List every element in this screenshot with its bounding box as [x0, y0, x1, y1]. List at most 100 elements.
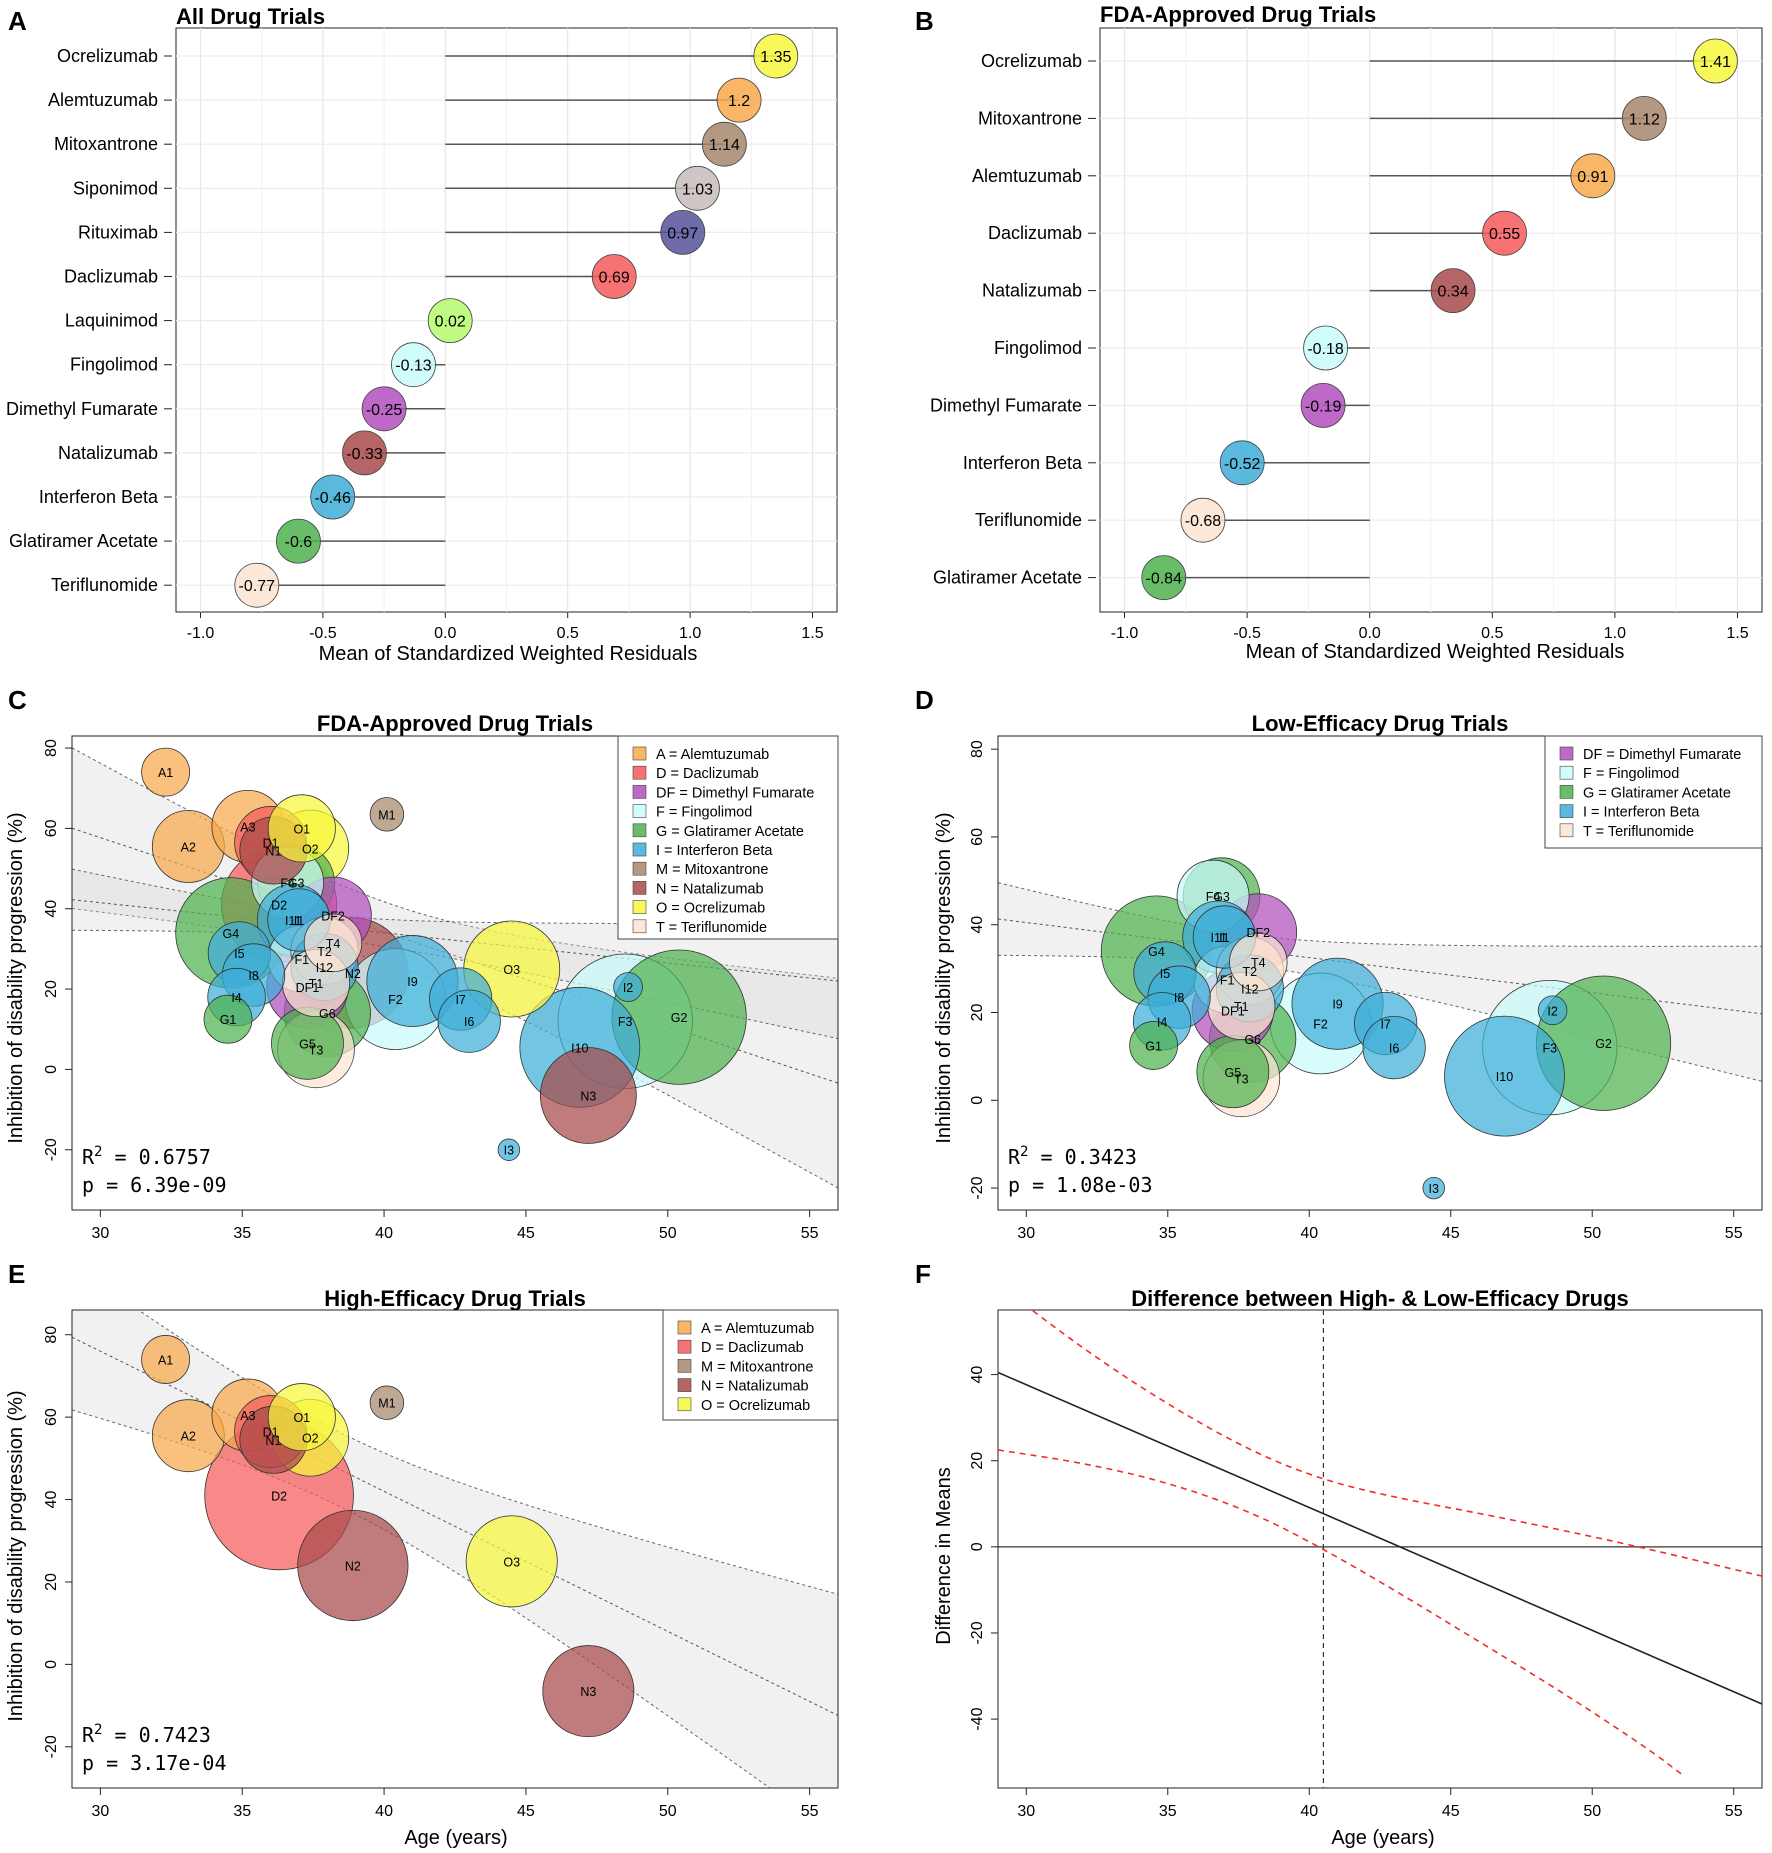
bubble-label-f3: F3 [618, 1015, 633, 1029]
series-upper-ci [1030, 1310, 1762, 1577]
bubble-label-f1: F1 [295, 953, 310, 967]
legend-entry-df: DF = Dimethyl Fumarate [656, 785, 814, 801]
panel-b-xlabel: Mean of Standardized Weighted Residuals [1246, 641, 1625, 663]
bubble-t4 [1229, 932, 1288, 992]
x-tick-label: -1.0 [1111, 625, 1139, 642]
series-difference [998, 1371, 1762, 1705]
series-lower-ci [998, 1449, 1684, 1776]
bubble-label-i8: I8 [248, 969, 258, 983]
bubble-label-i12: I12 [1241, 982, 1258, 996]
y-tick-label: 20 [43, 1573, 60, 1591]
legend-box [662, 1309, 839, 1421]
bubble-o3 [465, 1515, 558, 1608]
x-tick-label: 0.0 [1359, 625, 1381, 642]
panel-letter-f: F [915, 1259, 931, 1289]
legend-entry-i: I = Interferon Beta [1583, 805, 1700, 821]
panel-f-difference-chart: 30 35 40 45 50 55 -40 -20 0 20 40 Difference betwee… [969, 1286, 1763, 1820]
bubble-label-a2: A2 [181, 1430, 196, 1444]
dot-ocrelizumab [1693, 38, 1738, 84]
chart-title: FDA-Approved Drug Trials [317, 711, 593, 736]
bubble-label-t1: T1 [309, 977, 324, 991]
bubble-label-n2: N2 [345, 1559, 361, 1573]
legend-entry-n: N = Natalizumab [701, 1379, 809, 1395]
panel-e-xlabel: Age (years) [404, 1827, 507, 1849]
panel-f-xlabel: Age (years) [1331, 1827, 1434, 1849]
x-tick-label: 1.5 [1726, 625, 1748, 642]
r-squared-text: R2 = 0.6757 [82, 1144, 211, 1169]
x-tick-label: 35 [233, 1803, 251, 1820]
value-label-mitoxantrone: 1.14 [709, 137, 740, 154]
bubble-n2 [297, 1509, 409, 1622]
y-tick-label: 40 [43, 1491, 60, 1509]
drug-label-dimethyl-fumarate: Dimethyl Fumarate [930, 395, 1082, 415]
bubble-label-i5: I5 [234, 947, 244, 961]
value-label-teriflunomide: -0.77 [239, 578, 276, 595]
bubble-i3 [497, 1138, 521, 1161]
dot-mitoxantrone [701, 121, 747, 167]
panel-f-ylabel: Difference in Means [933, 1467, 955, 1645]
drug-label-ocrelizumab: Ocrelizumab [981, 51, 1082, 71]
dot-glatiramer-acetate [1141, 555, 1187, 600]
x-tick-label: 45 [1442, 1803, 1460, 1820]
x-tick-label: 30 [1017, 1803, 1035, 1820]
legend-entry-t: T = Teriflunomide [1583, 824, 1694, 840]
x-tick-label: 50 [659, 1225, 677, 1242]
panel-letter-c: C [8, 685, 27, 715]
bubble-g1 [203, 994, 253, 1044]
chart-title: All Drug Trials [176, 4, 325, 29]
bubble-label-t2: T2 [1243, 965, 1258, 979]
bubble-label-t2: T2 [317, 945, 332, 959]
drug-label-dimethyl-fumarate: Dimethyl Fumarate [6, 399, 158, 419]
value-label-interferon-beta: -0.52 [1224, 456, 1261, 473]
bubble-t4 [303, 913, 363, 973]
y-tick-label: 20 [43, 980, 60, 998]
x-tick-label: 50 [659, 1803, 677, 1820]
bubble-label-d2: D2 [271, 899, 287, 913]
plot-border [71, 735, 839, 1211]
legend-entry-g: G = Glatiramer Acetate [656, 824, 804, 840]
drug-label-glatiramer-acetate: Glatiramer Acetate [933, 568, 1082, 588]
bubble-label-t3: T3 [1234, 1072, 1249, 1086]
value-label-natalizumab: -0.33 [346, 446, 383, 463]
drug-label-fingolimod: Fingolimod [994, 338, 1082, 358]
chart-title: Low-Efficacy Drug Trials [1252, 711, 1509, 736]
panel-letter-e: E [8, 1259, 25, 1289]
legend-entry-m: M = Mitoxantrone [656, 862, 768, 878]
panel-e-ylabel: Inhibition of disability progression (%) [5, 1390, 27, 1721]
y-tick-label: -20 [43, 1138, 60, 1161]
bubble-i2 [613, 972, 643, 1002]
bubble-label-g3: G3 [288, 877, 305, 891]
y-tick-label: 60 [43, 819, 60, 837]
bubble-i6 [437, 989, 501, 1053]
bubble-label-g4: G4 [1148, 945, 1165, 959]
value-label-fingolimod: -0.18 [1307, 341, 1344, 358]
bubble-label-df1: DF1 [296, 981, 320, 995]
bubble-label-i2: I2 [623, 981, 633, 995]
bubble-label-i1: I1 [294, 914, 304, 928]
x-tick-label: 0.0 [434, 625, 456, 642]
bubble-label-i5: I5 [1160, 967, 1170, 981]
legend-entry-n: N = Natalizumab [656, 881, 764, 897]
panel-letter-b: B [915, 6, 934, 36]
drug-label-daclizumab: Daclizumab [64, 267, 158, 287]
bubble-label-i11: I11 [1210, 931, 1226, 945]
x-tick-label: -0.5 [1233, 625, 1261, 642]
bubble-label-i6: I6 [464, 1015, 474, 1029]
value-label-dimethyl-fumarate: -0.25 [366, 402, 403, 419]
x-tick-label: 30 [1017, 1225, 1035, 1242]
bubble-label-g2: G2 [1595, 1037, 1612, 1051]
y-tick-label: 0 [969, 1096, 986, 1105]
bubble-label-m1: M1 [378, 1397, 395, 1411]
bubble-label-o1: O1 [293, 822, 310, 836]
legend-entry-a: A = Alemtuzumab [701, 1321, 814, 1337]
legend-box [1544, 735, 1763, 849]
y-tick-label: 0 [43, 1065, 60, 1074]
panel-a-all-drug-trials: -1.0 -0.5 0.0 0.5 1.0 1.5 All Drug Trials Ocrel… [6, 4, 838, 642]
x-tick-label: 55 [1725, 1803, 1743, 1820]
bubble-label-o3: O3 [503, 1555, 520, 1569]
y-tick-label: 40 [969, 1366, 986, 1384]
bubble-label-df2: DF2 [1247, 926, 1271, 940]
drug-label-fingolimod: Fingolimod [70, 355, 158, 375]
bubble-label-f2: F2 [388, 993, 403, 1007]
p-value-text: p = 3.17e-04 [82, 1751, 227, 1775]
